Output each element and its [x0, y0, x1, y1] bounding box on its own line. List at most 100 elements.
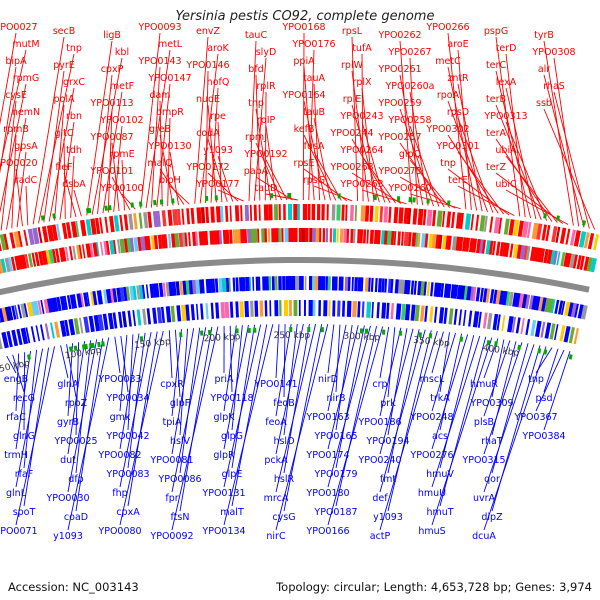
- forward-gene-block: [509, 243, 514, 258]
- reverse-gene-block: [116, 287, 122, 302]
- forward-leader-line: [15, 168, 23, 227]
- forward-gene-block: [9, 232, 16, 249]
- forward-gene-label: cysE: [5, 90, 27, 101]
- forward-leader-line: [16, 151, 27, 228]
- reverse-gene-block: [121, 311, 128, 328]
- forward-gene-label: tnp: [248, 98, 264, 109]
- reverse-gene-block: [512, 292, 519, 307]
- backbone-ring: [0, 257, 590, 296]
- forward-gene-block: [10, 256, 17, 271]
- reverse-gene-block: [549, 323, 556, 340]
- reverse-gene-block: [424, 305, 428, 322]
- forward-gene-block: [78, 244, 83, 259]
- reverse-gene-block: [1, 331, 9, 349]
- forward-gene-block: [569, 229, 576, 246]
- reverse-leader-line: [75, 340, 92, 474]
- forward-gene-block: [362, 229, 367, 244]
- reverse-gene-block: [489, 289, 495, 304]
- reverse-gene-block: [557, 300, 564, 315]
- reverse-gene-block: [156, 307, 163, 324]
- forward-gene-block: [4, 257, 11, 273]
- reverse-gene-block: [146, 308, 152, 325]
- reverse-gene-label: YPO0134: [201, 526, 245, 537]
- forward-gene-block: [85, 243, 92, 258]
- reverse-gene-block: [413, 280, 417, 295]
- forward-gene-block: [109, 240, 115, 255]
- forward-gene-block: [274, 228, 279, 243]
- reverse-gene-block: [430, 282, 434, 297]
- reverse-gene-block: [132, 310, 137, 327]
- reverse-leader-line: [6, 355, 17, 374]
- forward-gene-block: [264, 228, 268, 243]
- reverse-gene-block: [170, 305, 176, 323]
- forward-gene-label: rpe: [210, 111, 226, 122]
- forward-gene-block: [181, 208, 185, 225]
- forward-gene-block: [493, 217, 500, 234]
- forward-leader-line: [194, 36, 209, 204]
- reverse-gene-block: [325, 276, 329, 291]
- forward-gene-block: [293, 204, 298, 221]
- forward-leader-line: [303, 66, 315, 201]
- forward-gene-label: YPO0266: [425, 22, 469, 33]
- gene-labels: YPO0027 mutM bipA rpmG cysE hemN rpmB gpsA YPO00…: [0, 22, 576, 542]
- reverse-gene-block: [453, 308, 458, 325]
- forward-gene-label: rplX: [352, 77, 372, 88]
- reverse-gene-block: [17, 304, 23, 319]
- gene-feature-blocks: [0, 204, 599, 350]
- forward-gene-label: tufA: [352, 43, 372, 54]
- reverse-gene-label: YPO0276: [409, 450, 453, 461]
- reverse-gene-block: [229, 301, 234, 318]
- forward-leader-line: [495, 70, 531, 219]
- forward-gene-label: YPO0143: [137, 56, 181, 67]
- forward-gene-block: [243, 228, 248, 244]
- forward-gene-block: [593, 234, 599, 251]
- reverse-gene-label: glpK: [214, 412, 236, 423]
- reverse-leader-line: [535, 347, 553, 374]
- reverse-gene-block: [443, 307, 448, 324]
- reverse-gene-label: nirC: [266, 531, 286, 542]
- forward-leader-line: [351, 172, 402, 204]
- forward-gene-block: [503, 218, 510, 235]
- forward-gene-label: bioH: [159, 175, 181, 186]
- forward-gene-block: [219, 206, 224, 223]
- reverse-gene-block: [205, 303, 209, 320]
- reverse-gene-label: actP: [370, 531, 391, 542]
- forward-leader-line: [25, 185, 29, 226]
- reverse-leader-line: [275, 323, 304, 455]
- forward-gene-block: [157, 234, 163, 249]
- topology-summary: Topology: circular; Length: 4,653,728 bp…: [276, 580, 592, 594]
- reverse-gene-block: [400, 303, 406, 321]
- forward-gene-block: [55, 248, 60, 263]
- reverse-gene-block: [201, 279, 205, 294]
- scale-mark-label: 250 kbp: [274, 331, 311, 341]
- rna-tick: [81, 344, 86, 350]
- reverse-leader-line: [223, 324, 249, 450]
- reverse-leader-line: [387, 329, 420, 474]
- forward-gene-block: [229, 205, 232, 222]
- reverse-gene-label: YPO0187: [313, 507, 357, 518]
- forward-gene-label: glpQ: [399, 149, 421, 160]
- reverse-gene-block: [321, 276, 326, 291]
- reverse-gene-block: [368, 277, 371, 292]
- forward-gene-block: [583, 232, 590, 249]
- reverse-gene-block: [492, 289, 498, 304]
- forward-gene-block: [332, 228, 337, 243]
- reverse-gene-label: YPO0081: [149, 455, 193, 466]
- rna-tick: [543, 349, 548, 355]
- forward-gene-block: [218, 230, 223, 245]
- reverse-gene-label: YPO0042: [105, 431, 149, 442]
- reverse-leader-line: [171, 326, 219, 531]
- reverse-leader-line: [483, 344, 535, 493]
- forward-gene-block: [113, 215, 120, 232]
- reverse-gene-block: [505, 291, 511, 306]
- reverse-gene-block: [132, 285, 137, 300]
- forward-gene-label: ssb: [536, 98, 552, 109]
- reverse-gene-label: dut: [60, 455, 76, 466]
- reverse-gene-block: [59, 296, 67, 311]
- forward-leader-line: [248, 40, 257, 201]
- reverse-gene-block: [245, 276, 250, 292]
- reverse-gene-block: [279, 300, 282, 317]
- forward-gene-block: [495, 241, 501, 256]
- rna-tick: [88, 343, 93, 349]
- reverse-gene-label: qor: [484, 474, 500, 485]
